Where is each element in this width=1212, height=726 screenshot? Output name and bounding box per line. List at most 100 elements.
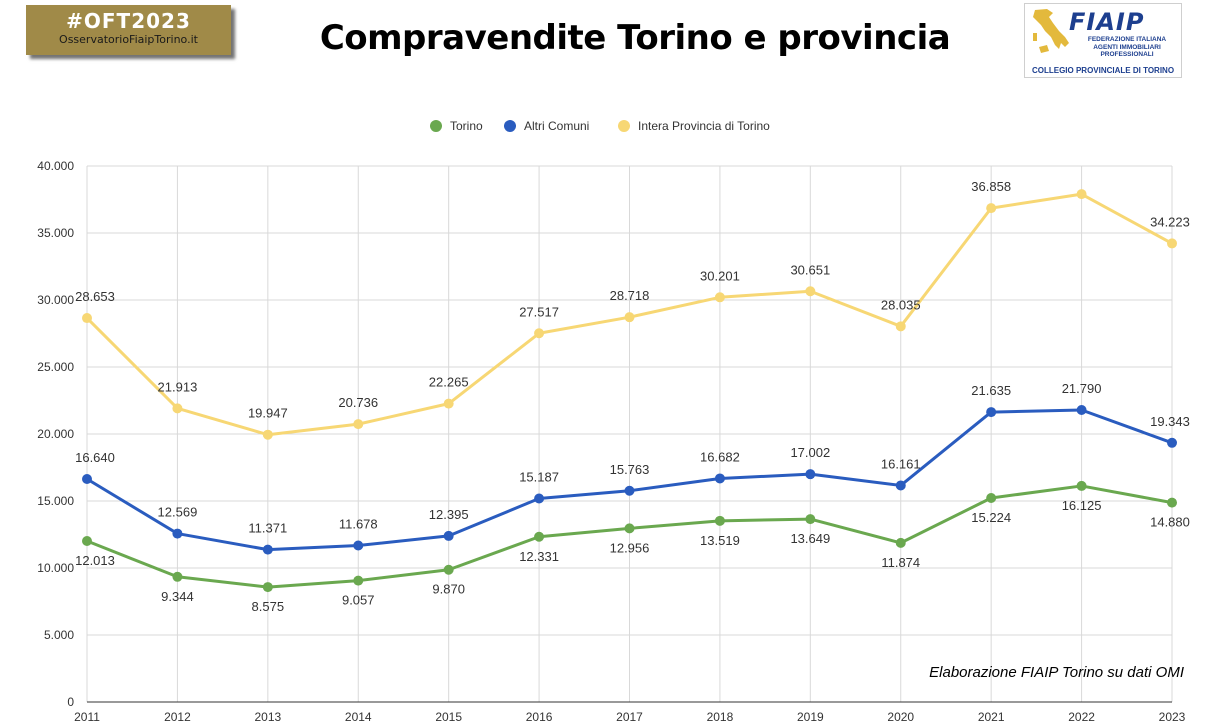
logo-subtitle: FEDERAZIONE ITALIANA AGENTI IMMOBILIARI … xyxy=(1077,36,1177,59)
data-point xyxy=(805,514,816,525)
y-tick-label: 40.000 xyxy=(37,159,74,173)
legend-marker xyxy=(618,120,630,132)
hashtag-badge: #OFT2023 OsservatorioFiaipTorino.it xyxy=(26,5,231,55)
data-point xyxy=(534,328,545,339)
data-label: 9.057 xyxy=(342,593,375,608)
x-tick-label: 2019 xyxy=(797,710,824,724)
data-point xyxy=(353,540,364,551)
badge-hashtag: #OFT2023 xyxy=(66,9,191,33)
x-tick-label: 2018 xyxy=(707,710,734,724)
data-label: 28.718 xyxy=(610,288,650,303)
data-label: 21.790 xyxy=(1062,381,1102,396)
data-label: 13.649 xyxy=(790,531,830,546)
data-point xyxy=(82,474,92,485)
data-point xyxy=(172,403,183,414)
data-label: 34.223 xyxy=(1150,214,1190,229)
data-label: 14.880 xyxy=(1150,515,1190,530)
data-point xyxy=(714,292,725,303)
legend-marker xyxy=(430,120,442,132)
page-title: Compravendite Torino e provincia xyxy=(319,18,951,58)
data-label: 17.002 xyxy=(790,445,830,460)
data-label: 12.569 xyxy=(158,505,198,520)
data-point xyxy=(805,286,816,297)
data-point xyxy=(262,429,273,440)
data-label: 13.519 xyxy=(700,533,740,548)
x-tick-label: 2012 xyxy=(164,710,191,724)
data-point xyxy=(1167,238,1177,249)
data-label: 12.956 xyxy=(610,540,650,555)
data-point xyxy=(986,492,997,503)
legend-marker xyxy=(504,120,516,132)
x-tick-label: 2011 xyxy=(74,710,100,724)
data-point xyxy=(1076,480,1087,491)
data-point xyxy=(172,528,183,539)
x-tick-label: 2014 xyxy=(345,710,372,724)
data-point xyxy=(1167,437,1177,448)
data-point xyxy=(534,531,545,542)
data-label: 22.265 xyxy=(429,375,469,390)
data-point xyxy=(534,493,545,504)
data-point xyxy=(895,537,906,548)
data-label: 15.187 xyxy=(519,469,559,484)
data-label: 28.653 xyxy=(75,289,115,304)
data-label: 16.125 xyxy=(1062,498,1102,513)
data-label: 19.947 xyxy=(248,406,288,421)
data-point xyxy=(1076,189,1087,200)
data-point xyxy=(262,582,273,593)
data-label: 19.343 xyxy=(1150,414,1190,429)
x-tick-label: 2015 xyxy=(435,710,462,724)
data-label: 21.635 xyxy=(971,383,1011,398)
data-label: 11.678 xyxy=(339,517,378,532)
data-label: 21.913 xyxy=(158,379,198,394)
y-tick-label: 25.000 xyxy=(37,360,74,374)
y-tick-label: 0 xyxy=(67,695,74,709)
y-tick-label: 5.000 xyxy=(44,628,74,642)
data-label: 30.651 xyxy=(790,262,830,277)
data-label: 30.201 xyxy=(700,268,740,283)
legend-item: Torino xyxy=(430,119,483,133)
data-label: 27.517 xyxy=(519,304,559,319)
data-point xyxy=(805,469,816,480)
y-tick-label: 15.000 xyxy=(37,494,74,508)
data-point xyxy=(353,419,364,430)
data-label: 9.870 xyxy=(432,582,465,597)
data-label: 16.682 xyxy=(700,449,740,464)
data-label: 12.331 xyxy=(519,549,559,564)
data-point xyxy=(1076,405,1087,416)
data-point xyxy=(1167,497,1177,508)
legend-item: Intera Provincia di Torino xyxy=(618,119,770,133)
x-tick-label: 2013 xyxy=(254,710,281,724)
y-tick-label: 20.000 xyxy=(37,427,74,441)
data-label: 11.874 xyxy=(881,555,920,570)
data-point xyxy=(714,515,725,526)
legend-label: Intera Provincia di Torino xyxy=(638,119,770,133)
data-point xyxy=(82,536,92,547)
legend-label: Altri Comuni xyxy=(524,119,589,133)
x-tick-label: 2020 xyxy=(887,710,914,724)
data-point xyxy=(624,485,635,496)
x-tick-label: 2016 xyxy=(526,710,553,724)
data-point xyxy=(895,321,906,332)
legend-item: Altri Comuni xyxy=(504,119,589,133)
x-tick-label: 2023 xyxy=(1159,710,1186,724)
source-credit: Elaborazione FIAIP Torino su dati OMI xyxy=(929,664,1184,681)
logo-subtitle-line: PROFESSIONALI xyxy=(1100,51,1154,58)
data-label: 12.013 xyxy=(75,553,115,568)
data-point xyxy=(172,571,183,582)
data-point xyxy=(895,480,906,491)
data-point xyxy=(443,398,454,409)
data-label: 15.224 xyxy=(971,510,1011,525)
data-label: 15.763 xyxy=(610,462,650,477)
data-label: 9.344 xyxy=(161,589,194,604)
data-point xyxy=(353,575,364,586)
data-point xyxy=(443,530,454,541)
x-tick-label: 2022 xyxy=(1068,710,1095,724)
data-point xyxy=(986,407,997,418)
y-tick-label: 30.000 xyxy=(37,293,74,307)
logo-subtitle-line: FEDERAZIONE ITALIANA xyxy=(1087,36,1167,43)
data-point xyxy=(624,523,635,534)
data-label: 16.640 xyxy=(75,450,115,465)
y-tick-label: 10.000 xyxy=(37,561,74,575)
legend-label: Torino xyxy=(450,119,483,133)
